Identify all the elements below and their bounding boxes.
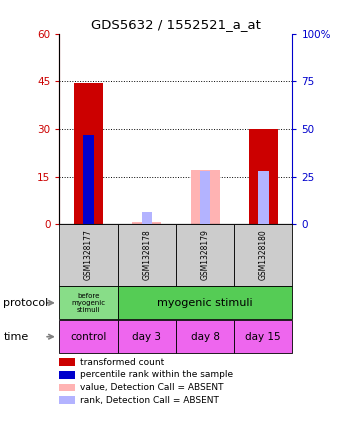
Text: rank, Detection Call = ABSENT: rank, Detection Call = ABSENT xyxy=(80,396,219,405)
Text: percentile rank within the sample: percentile rank within the sample xyxy=(80,370,233,379)
Text: day 15: day 15 xyxy=(245,332,281,342)
Text: transformed count: transformed count xyxy=(80,357,164,367)
Bar xyxy=(258,171,269,224)
Text: GSM1328179: GSM1328179 xyxy=(201,229,209,280)
Text: GSM1328180: GSM1328180 xyxy=(259,230,268,280)
Bar xyxy=(74,83,103,224)
Title: GDS5632 / 1552521_a_at: GDS5632 / 1552521_a_at xyxy=(91,18,261,31)
Bar xyxy=(141,212,152,224)
Text: before
myogenic
stimuli: before myogenic stimuli xyxy=(71,293,106,313)
Bar xyxy=(132,222,161,224)
Bar xyxy=(83,135,94,224)
Text: day 3: day 3 xyxy=(132,332,161,342)
Text: protocol: protocol xyxy=(3,298,49,308)
Text: value, Detection Call = ABSENT: value, Detection Call = ABSENT xyxy=(80,383,223,392)
Bar xyxy=(200,171,210,224)
Bar xyxy=(249,129,278,224)
Bar xyxy=(190,170,220,224)
Text: day 8: day 8 xyxy=(190,332,220,342)
Text: control: control xyxy=(70,332,107,342)
Text: time: time xyxy=(3,332,29,342)
Bar xyxy=(249,129,278,224)
Text: myogenic stimuli: myogenic stimuli xyxy=(157,298,253,308)
Text: GSM1328178: GSM1328178 xyxy=(142,230,151,280)
Text: GSM1328177: GSM1328177 xyxy=(84,229,93,280)
